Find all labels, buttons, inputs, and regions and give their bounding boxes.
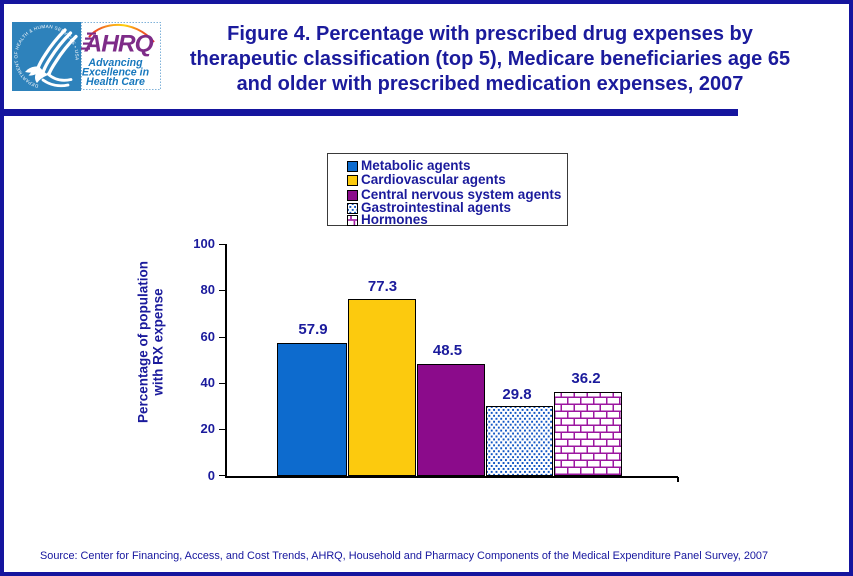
svg-text:Excellence in: Excellence in [82, 67, 150, 79]
svg-text:AHRQ: AHRQ [84, 31, 154, 58]
svg-text:Advancing: Advancing [87, 57, 143, 69]
svg-text:Health Care: Health Care [86, 76, 145, 88]
